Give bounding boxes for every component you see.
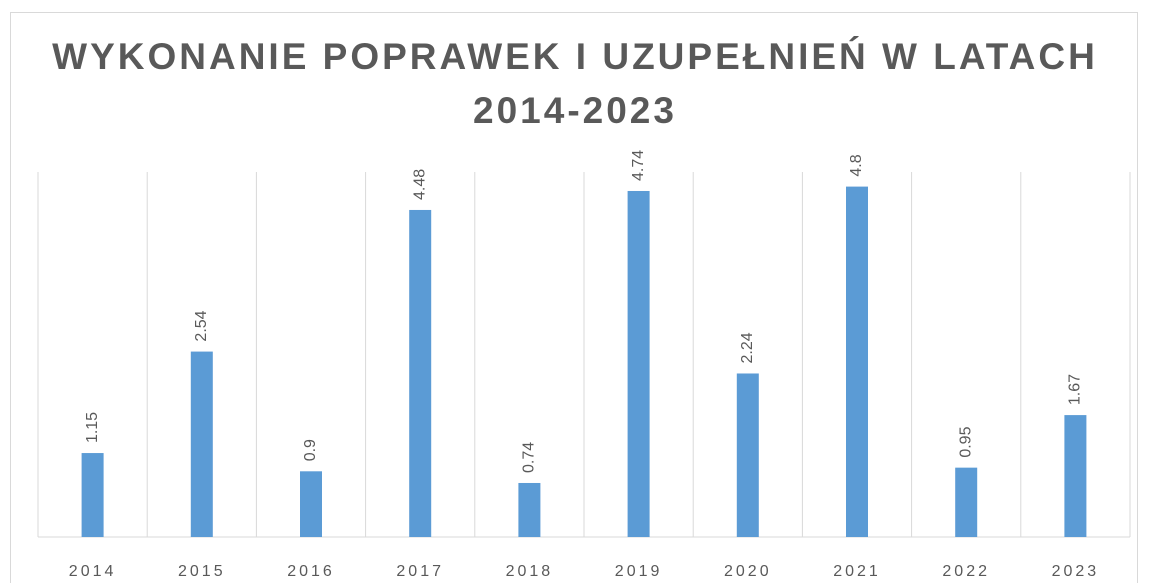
bar	[627, 190, 650, 538]
bar	[736, 373, 759, 537]
bar	[409, 209, 432, 537]
x-tick-label: 2019	[615, 563, 663, 580]
x-tick-label: 2021	[833, 563, 881, 580]
x-tick-label: 2014	[69, 563, 117, 580]
bar	[300, 471, 322, 537]
x-tick-label: 2017	[396, 563, 444, 580]
data-label: 1.15	[84, 412, 101, 443]
bar	[955, 467, 978, 537]
bar	[846, 186, 868, 537]
bar	[518, 482, 541, 537]
data-label: 0.74	[521, 442, 538, 473]
bar	[81, 453, 104, 537]
data-label: 4.48	[411, 169, 428, 200]
x-tick-label: 2020	[724, 563, 772, 580]
data-label: 0.9	[302, 439, 319, 461]
bar	[1064, 415, 1087, 537]
chart-frame	[10, 12, 1138, 583]
x-tick-label: 2022	[942, 563, 990, 580]
data-label: 2.54	[193, 310, 210, 341]
x-tick-label: 2016	[287, 563, 335, 580]
data-label: 1.67	[1067, 374, 1084, 405]
x-tick-label: 2023	[1052, 563, 1100, 580]
x-tick-label: 2018	[506, 563, 554, 580]
data-label: 4.74	[630, 150, 647, 181]
data-label: 2.24	[739, 332, 756, 363]
chart-title: WYKONANIE POPRAWEK I UZUPEŁNIEŃ W LATACH…	[52, 36, 1098, 131]
x-tick-label: 2015	[178, 563, 226, 580]
bar	[190, 351, 213, 537]
data-label: 0.95	[957, 426, 974, 457]
data-label: 4.8	[848, 154, 865, 176]
